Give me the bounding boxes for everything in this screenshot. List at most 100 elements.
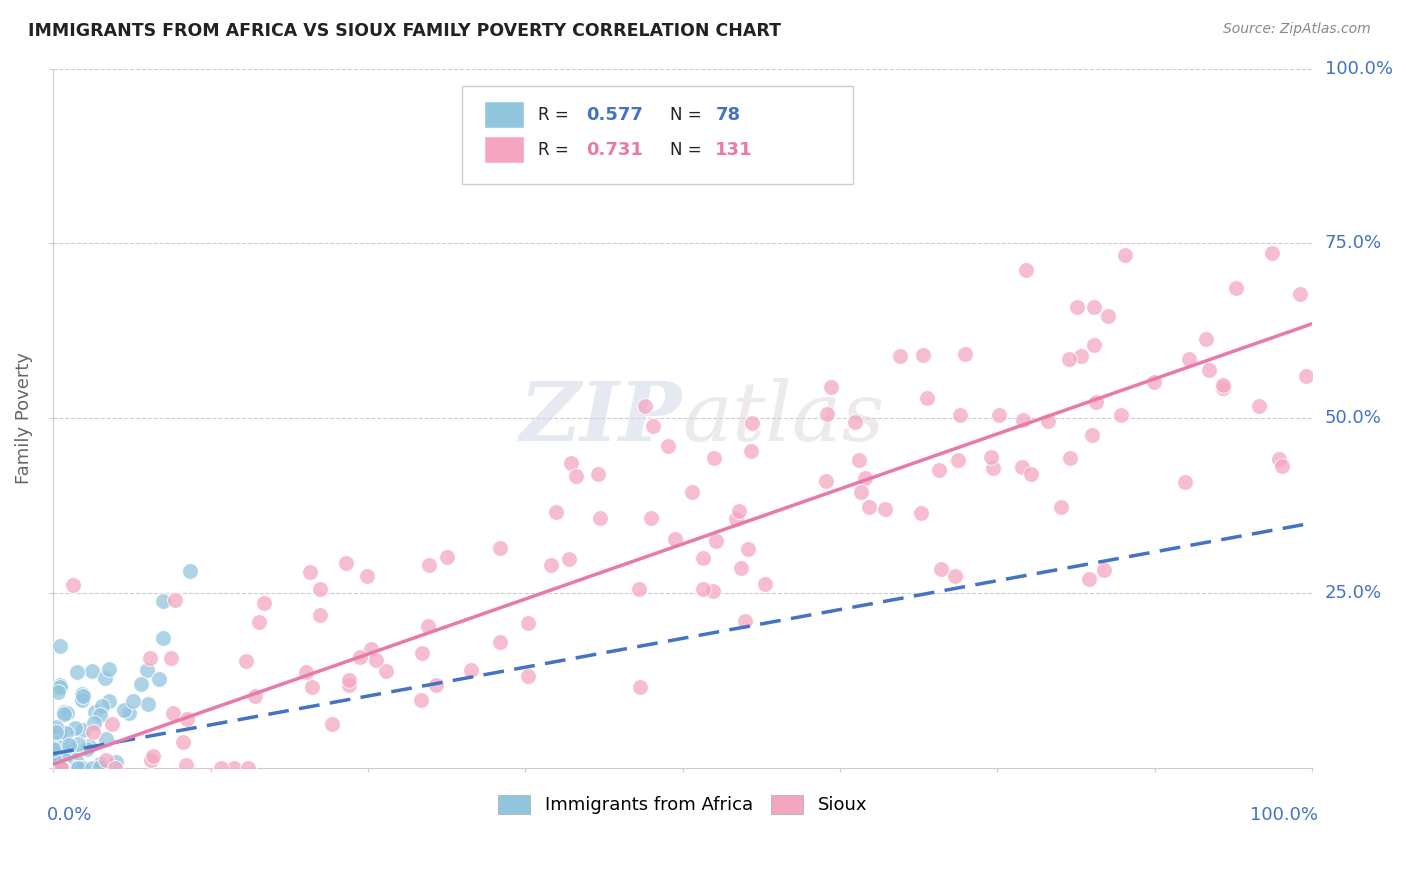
Point <box>1195 333 1218 347</box>
Point <box>1178 352 1201 367</box>
Point <box>1011 413 1033 427</box>
Point <box>416 619 439 633</box>
Point <box>1212 378 1234 392</box>
Point <box>489 635 512 649</box>
Point <box>411 646 433 660</box>
Point <box>853 471 876 485</box>
Text: IMMIGRANTS FROM AFRICA VS SIOUX FAMILY POVERTY CORRELATION CHART: IMMIGRANTS FROM AFRICA VS SIOUX FAMILY P… <box>28 22 782 40</box>
Point <box>681 484 703 499</box>
Point <box>172 735 194 749</box>
Point <box>52 706 75 721</box>
Point <box>45 758 67 772</box>
Point <box>49 680 72 694</box>
Point <box>174 758 197 772</box>
Point <box>425 678 447 692</box>
Point <box>72 723 94 738</box>
Point <box>63 722 86 736</box>
Point <box>148 672 170 686</box>
Text: 25.0%: 25.0% <box>1324 584 1382 602</box>
Point <box>643 419 665 434</box>
Point <box>90 699 112 714</box>
Point <box>48 761 70 775</box>
Point <box>48 751 70 765</box>
Point <box>858 500 880 514</box>
Point <box>142 748 165 763</box>
Point <box>89 708 111 723</box>
Point <box>44 761 66 775</box>
Point <box>1198 363 1220 377</box>
Point <box>364 653 387 667</box>
Point <box>70 693 93 707</box>
Point <box>703 450 725 465</box>
Point <box>79 739 101 753</box>
Point <box>1295 368 1317 383</box>
Point <box>48 725 70 739</box>
Point <box>139 753 162 767</box>
Point <box>76 741 98 756</box>
Point <box>105 755 128 769</box>
Point <box>165 593 187 607</box>
Point <box>52 761 75 775</box>
Point <box>657 439 679 453</box>
Point <box>1070 349 1092 363</box>
Point <box>374 664 396 678</box>
Point <box>981 461 1004 475</box>
Point <box>988 408 1011 422</box>
Point <box>59 761 82 775</box>
Point <box>915 391 938 405</box>
Point <box>160 651 183 665</box>
Point <box>139 651 162 665</box>
Point <box>94 672 117 686</box>
Point <box>65 665 87 680</box>
Text: atlas: atlas <box>683 378 884 458</box>
Point <box>308 582 330 596</box>
Point <box>1268 452 1291 467</box>
Point <box>49 761 72 775</box>
Point <box>96 732 118 747</box>
Point <box>1143 376 1166 390</box>
Point <box>60 743 83 757</box>
Point <box>727 504 749 518</box>
Point <box>1050 500 1073 514</box>
Point <box>83 716 105 731</box>
Point <box>889 349 911 363</box>
Point <box>70 687 93 701</box>
Point <box>337 678 360 692</box>
FancyBboxPatch shape <box>484 102 524 128</box>
Point <box>136 697 159 711</box>
Point <box>848 452 870 467</box>
Point <box>517 669 540 683</box>
Point <box>89 760 111 774</box>
Text: R =: R = <box>538 141 574 159</box>
Point <box>356 569 378 583</box>
Point <box>70 761 93 775</box>
Point <box>1036 414 1059 428</box>
Point <box>409 692 432 706</box>
Point <box>62 578 84 592</box>
Point <box>349 650 371 665</box>
Point <box>1081 427 1104 442</box>
Point <box>131 677 153 691</box>
Point <box>1084 394 1107 409</box>
Point <box>488 541 510 555</box>
Point <box>135 663 157 677</box>
Point <box>436 549 458 564</box>
Point <box>849 484 872 499</box>
Point <box>45 725 67 739</box>
Point <box>702 583 724 598</box>
Point <box>817 407 839 421</box>
Point <box>912 348 935 362</box>
Point <box>48 678 70 692</box>
Point <box>360 641 382 656</box>
Point <box>1083 338 1105 352</box>
Point <box>44 761 66 775</box>
Point <box>98 694 121 708</box>
Point <box>72 689 94 703</box>
Point <box>1083 300 1105 314</box>
Point <box>66 761 89 775</box>
Point <box>1173 475 1195 489</box>
Point <box>1066 300 1088 314</box>
Point <box>418 558 440 572</box>
Point <box>692 551 714 566</box>
FancyBboxPatch shape <box>484 136 524 163</box>
